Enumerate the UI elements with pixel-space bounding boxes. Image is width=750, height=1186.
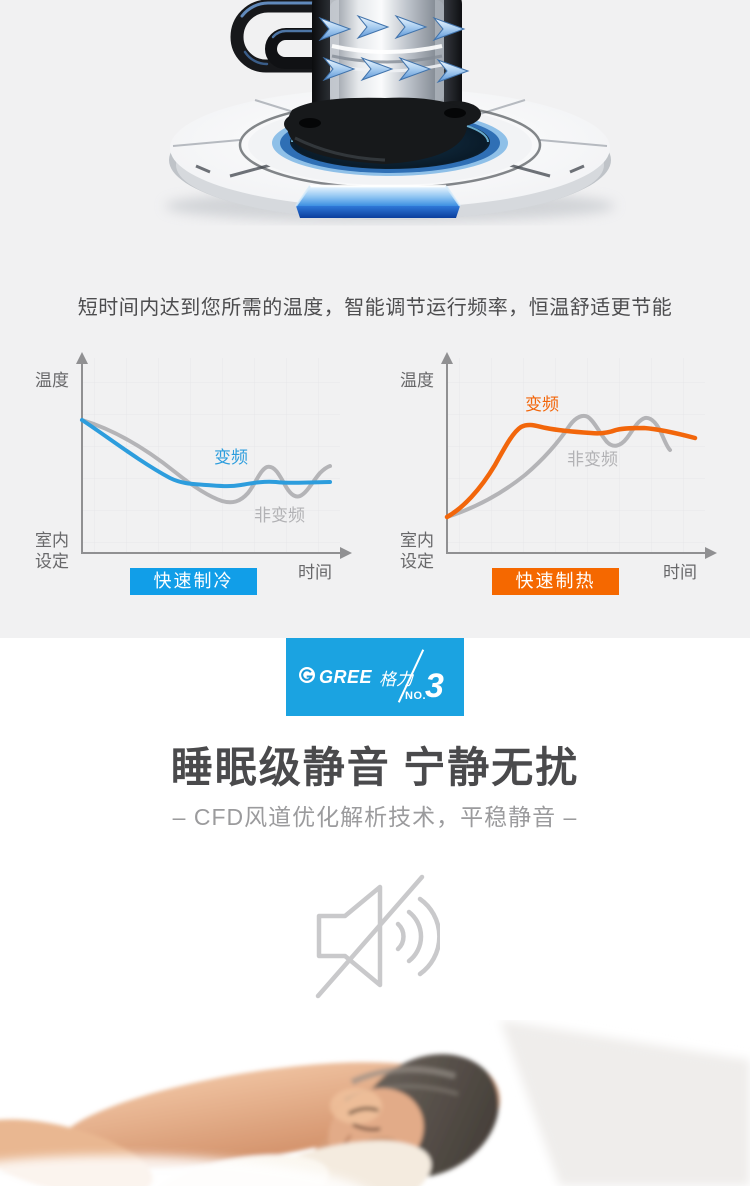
inverter-performance-section: 短时间内达到您所需的温度，智能调节运行频率，恒温舒适更节能 温度 室内 设定 时… — [0, 0, 750, 639]
rank-prefix: NO. — [405, 690, 427, 702]
cooling-line-chart: 温度 室内 设定 时间 变频 非变频 — [35, 352, 352, 582]
x-axis-label: 时间 — [663, 563, 697, 582]
section-title: 睡眠级静音 宁静无扰 — [170, 746, 580, 792]
origin-label-line2: 设定 — [35, 552, 69, 571]
quiet-section: GREE 格力 NO. 3 睡眠级静音 宁静无扰 – CFD风道优化解析技术，平… — [0, 638, 750, 1186]
gree-wordmark: GREE — [319, 667, 373, 687]
compressor-hero-illustration — [165, 0, 615, 222]
gree-chinese-wordmark: 格力 — [379, 670, 413, 689]
origin-label-line1: 室内 — [400, 531, 434, 550]
rank-number: 3 — [425, 667, 444, 705]
heating-line-chart: 温度 室内 设定 时间 变频 非变频 — [400, 352, 717, 582]
section-subtitle: – CFD风道优化解析技术，平稳静音 – — [172, 804, 578, 830]
duvet — [0, 1155, 361, 1186]
gree-logo-badge: GREE 格力 NO. 3 — [286, 638, 464, 716]
x-axis-arrow-icon — [705, 547, 717, 559]
origin-label-line2: 设定 — [400, 552, 434, 571]
y-axis-label: 温度 — [35, 371, 69, 390]
cooling-badge: 快速制冷 — [130, 568, 257, 595]
gree-circle-g-icon — [299, 667, 315, 683]
wall-shade — [500, 1020, 750, 1186]
origin-label-line1: 室内 — [35, 531, 69, 550]
inverter-series-label: 变频 — [525, 395, 559, 414]
x-axis-label: 时间 — [298, 563, 332, 582]
y-axis-arrow-icon — [441, 352, 453, 364]
chart-grid — [448, 358, 705, 552]
sleeping-man-photo — [0, 1020, 750, 1186]
inverter-curve — [444, 422, 698, 520]
heating-badge: 快速制热 — [492, 568, 619, 595]
chart-axes — [81, 360, 342, 554]
tank-top — [208, 1140, 432, 1186]
y-axis-arrow-icon — [76, 352, 88, 364]
inverter-tagline: 短时间内达到您所需的温度，智能调节运行频率，恒温舒适更节能 — [77, 297, 673, 319]
muted-speaker-icon — [315, 874, 440, 999]
chart-grid — [83, 358, 340, 552]
pipes — [230, 0, 329, 73]
fixed-speed-series-label: 非变频 — [254, 506, 305, 525]
chart-axes — [446, 360, 707, 554]
fixed-speed-series-label: 非变频 — [567, 450, 618, 469]
inverter-series-label: 变频 — [214, 448, 248, 467]
x-axis-arrow-icon — [340, 547, 352, 559]
inverter-curve — [80, 418, 332, 489]
fixed-speed-curve — [445, 413, 672, 519]
y-axis-label: 温度 — [400, 371, 434, 390]
